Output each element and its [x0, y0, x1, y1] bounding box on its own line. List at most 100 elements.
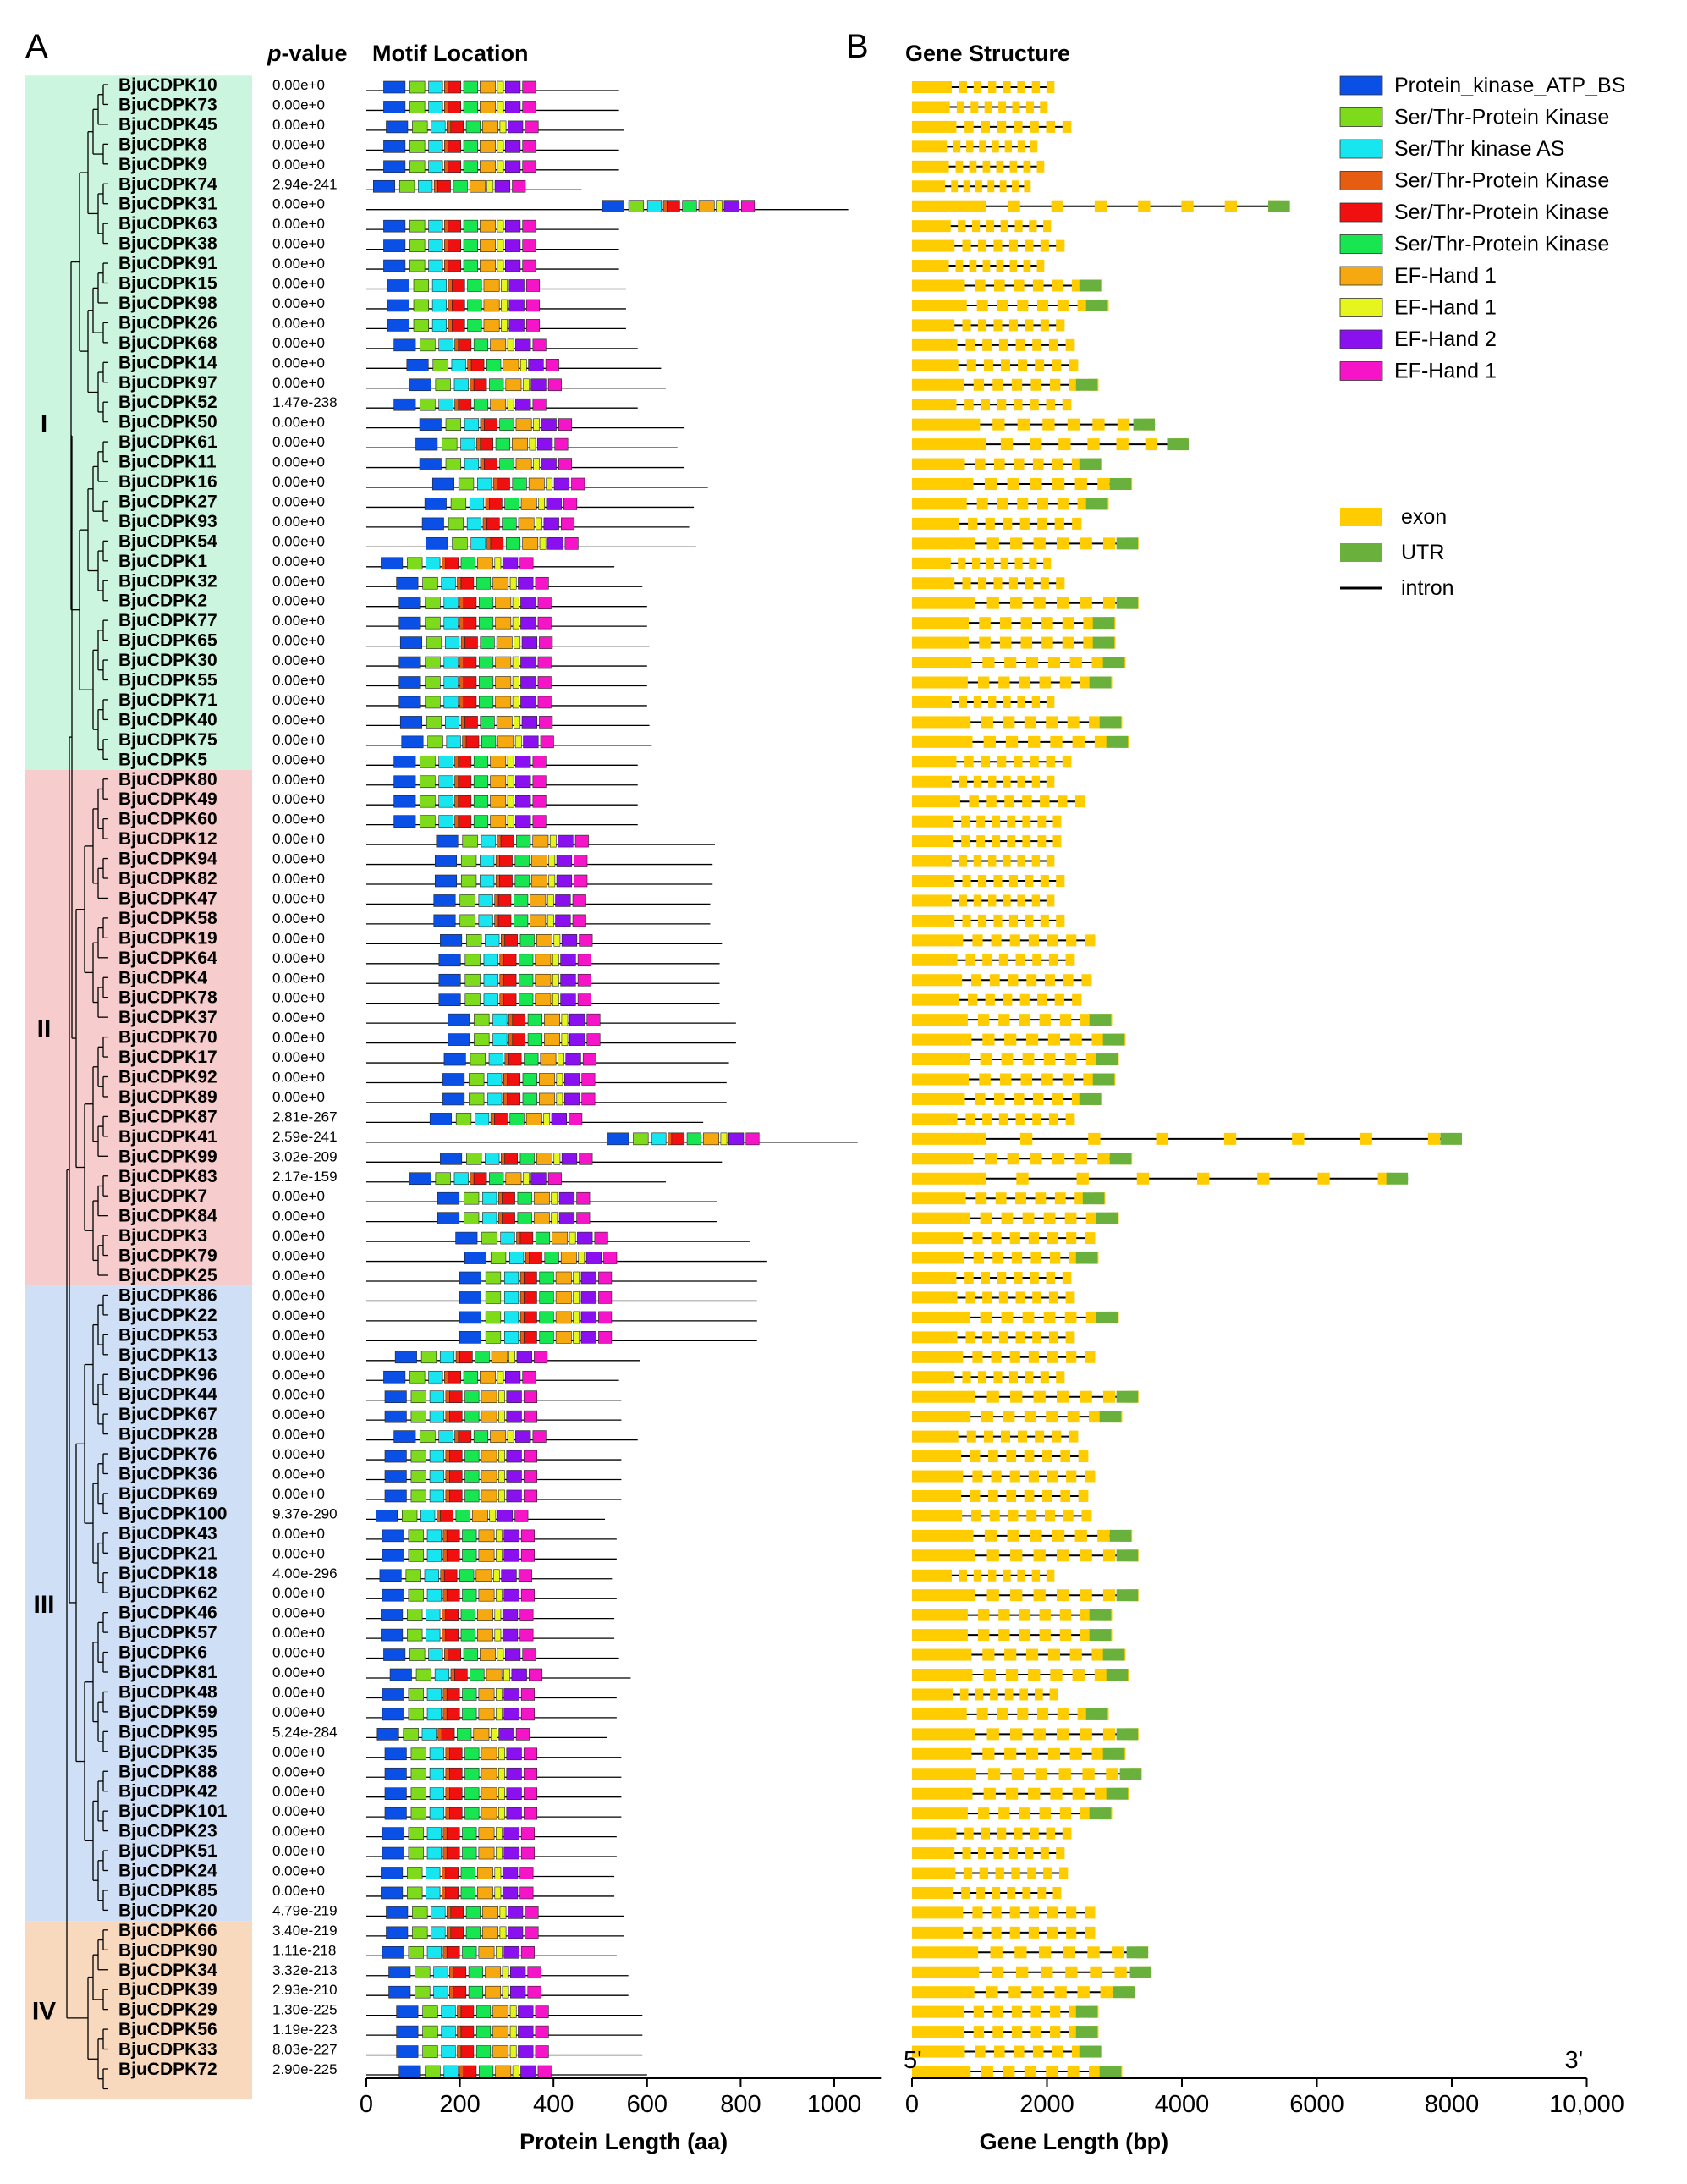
motif-box [462, 1946, 477, 1959]
exon-box [965, 1291, 975, 1304]
motif-box [431, 477, 454, 491]
motif-box [442, 1946, 448, 1959]
exon-box [956, 101, 964, 113]
utr-box [1167, 438, 1189, 451]
motif-box [530, 378, 547, 392]
motif-box [478, 616, 494, 630]
motif-box [422, 2025, 438, 2038]
motif-box [535, 2045, 549, 2058]
motif-box [703, 1132, 719, 1146]
gene-name: BjuCDPK53 [118, 1325, 217, 1345]
exon-box [1022, 1212, 1035, 1224]
motif-box [537, 616, 552, 630]
p-value: 0.00e+0 [272, 1883, 325, 1899]
p-value: 0.00e+0 [272, 1843, 325, 1859]
motif-box [506, 1747, 522, 1761]
motif-box [444, 140, 449, 153]
exon-box [1091, 1033, 1104, 1046]
exon-box [1081, 974, 1092, 987]
gene-name: BjuCDPK101 [118, 1802, 228, 1821]
p-value: 0.00e+0 [272, 375, 325, 391]
motif-box [582, 1053, 596, 1066]
exon-box [997, 1827, 1007, 1840]
motif-box [496, 1688, 503, 1701]
gene-structure-header: Gene Structure [905, 41, 1070, 66]
exon-box [912, 299, 967, 311]
p-value: 0.00e+0 [272, 1863, 325, 1879]
exon-box [976, 299, 988, 311]
motif-box [478, 597, 494, 610]
motif-box [497, 834, 502, 848]
motif-box [448, 1470, 463, 1483]
motif-box [480, 140, 496, 153]
motif-box [468, 1985, 483, 1999]
exon-box [1060, 1489, 1071, 1502]
motif-box [445, 1747, 450, 1761]
motif-box [480, 458, 485, 470]
exon-box [1089, 716, 1102, 729]
gene-name: BjuCDPK18 [118, 1564, 217, 1583]
motif-box [558, 418, 573, 431]
exon-box [995, 1867, 1004, 1879]
gene-name: BjuCDPK80 [118, 770, 217, 789]
motif-box [558, 834, 574, 848]
exon-box [1062, 756, 1072, 768]
p-value: 0.00e+0 [272, 1228, 325, 1244]
motif-box [453, 378, 469, 392]
exon-box [912, 1787, 973, 1800]
exon-box [912, 1033, 972, 1046]
exon-box [1041, 636, 1053, 649]
p-value: 0.00e+0 [272, 791, 325, 807]
motif-box [502, 1867, 519, 1879]
exon-box [1022, 795, 1032, 808]
motif-box [503, 1549, 519, 1562]
exon-box [1047, 1906, 1058, 1919]
exon-box [1043, 557, 1052, 569]
motif-box [406, 358, 429, 371]
motif-box [442, 1708, 448, 1721]
exon-box [1059, 1629, 1072, 1642]
motif-box [482, 1906, 498, 1919]
exon-box [912, 795, 960, 808]
exon-box [1047, 1648, 1060, 1661]
motif-box [494, 894, 499, 907]
exon-box [1048, 954, 1058, 966]
motif-box [421, 517, 444, 531]
motif-box [520, 2065, 536, 2078]
exon-box [1066, 1232, 1077, 1245]
exon-box [1000, 220, 1008, 233]
exon-box [1011, 2026, 1023, 2038]
exon-box [912, 220, 951, 233]
motif-box [577, 1231, 593, 1245]
p-value: 0.00e+0 [272, 1744, 325, 1760]
motif-box [451, 358, 466, 371]
motif-box [409, 259, 426, 272]
exon-box [975, 1688, 984, 1701]
exon-box [1030, 756, 1039, 768]
motif-box [409, 1648, 426, 1661]
exon-box [1035, 1768, 1048, 1780]
exon-box [1025, 239, 1034, 252]
exon-box [1013, 2045, 1025, 2058]
motif-box [495, 437, 510, 451]
exon-box [1040, 101, 1048, 113]
motif-box [518, 1569, 532, 1582]
exon-box [1116, 438, 1129, 451]
motif-box [408, 1827, 424, 1840]
motif-box [438, 1430, 453, 1443]
exon-box [1019, 993, 1030, 1006]
exon-box [1037, 517, 1047, 530]
motif-box [498, 1390, 505, 1403]
motif-box [489, 1510, 497, 1522]
exon-box [982, 954, 992, 966]
motif-box [497, 101, 504, 113]
exon-box [985, 517, 995, 530]
exon-box [912, 2005, 964, 2018]
motif-box [426, 1827, 442, 1840]
exon-box [962, 1371, 971, 1384]
utr-box [1075, 2026, 1098, 2038]
exon-box [1057, 795, 1068, 808]
motif-box [381, 1628, 404, 1642]
motif-box [409, 378, 431, 392]
exon-box [1085, 1232, 1096, 1245]
